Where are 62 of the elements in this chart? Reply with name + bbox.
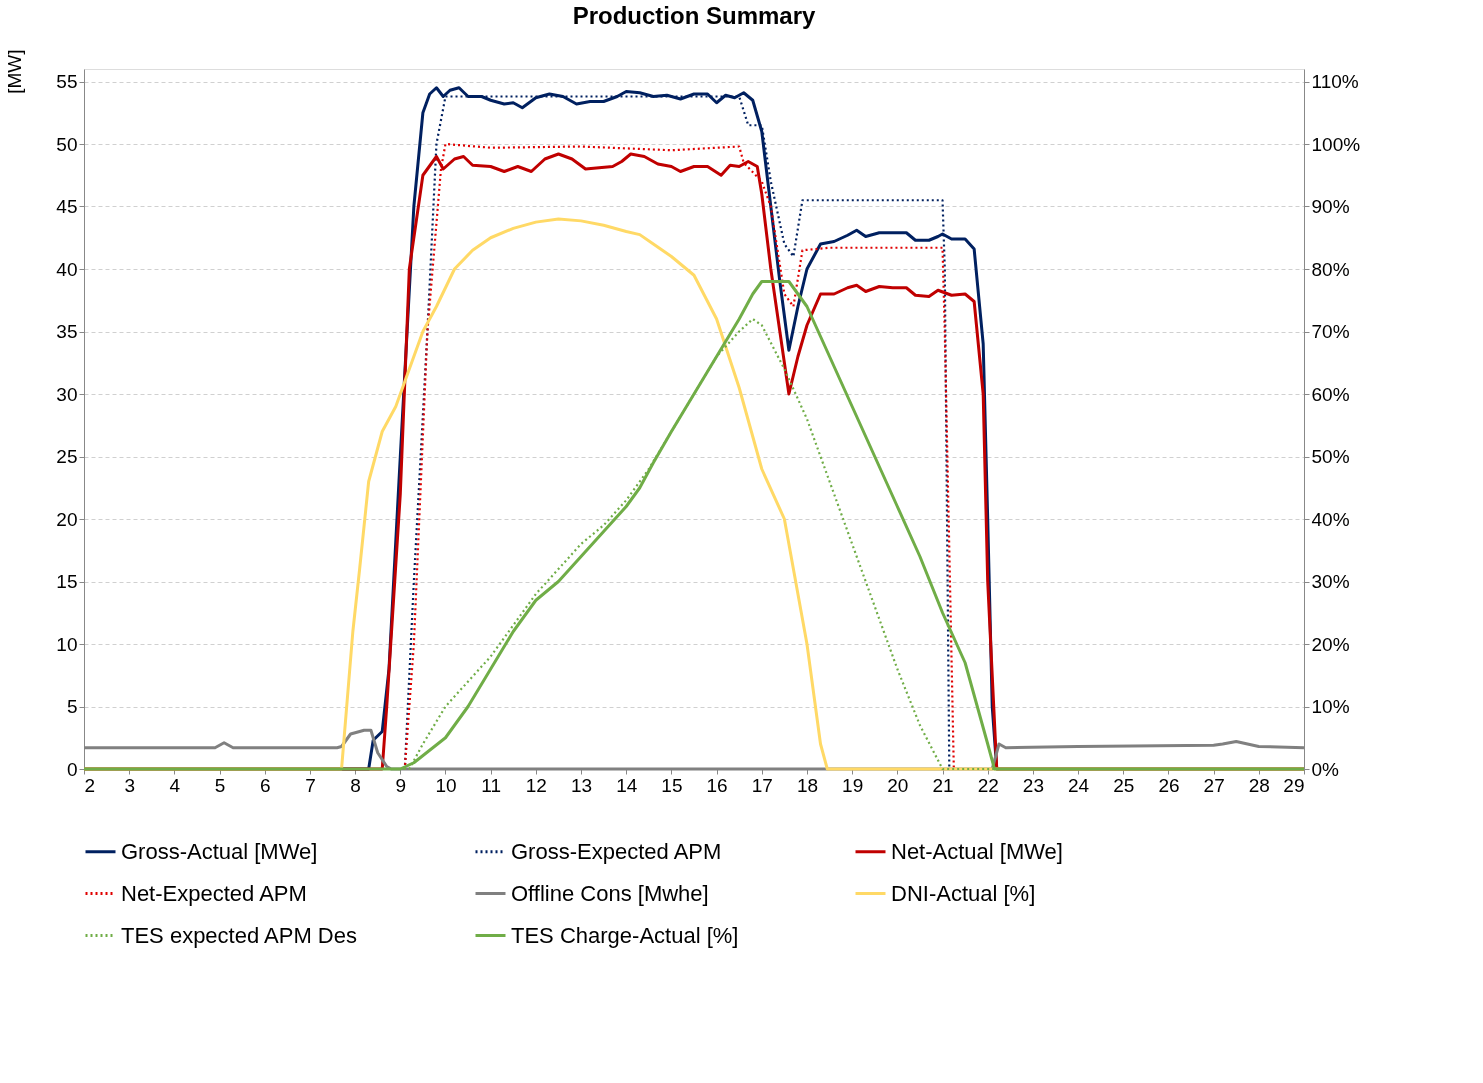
x-tick-label: 7 <box>305 774 316 796</box>
y-tick-label: 50 <box>56 133 78 155</box>
legend-label: Offline Cons [Mwhe] <box>511 880 709 906</box>
chart-title: Production Summary <box>572 2 816 29</box>
x-tick-label: 15 <box>661 774 683 796</box>
y2-tick-label: 20% <box>1311 633 1350 655</box>
x-tick-label: 20 <box>887 774 909 796</box>
x-tick-label: 23 <box>1022 774 1044 796</box>
y2-tick-label: 60% <box>1311 383 1350 405</box>
y-tick-label: 45 <box>56 196 78 217</box>
x-tick-label: 21 <box>932 774 954 796</box>
y2-tick-label: 50% <box>1311 446 1350 467</box>
legend-label: Gross-Expected APM <box>511 838 722 864</box>
legend-label: TES expected APM Des <box>121 922 357 948</box>
y2-tick-label: 70% <box>1311 321 1350 342</box>
legend-label: TES Charge-Actual [%] <box>511 922 739 948</box>
x-tick-label: 11 <box>481 774 502 796</box>
legend-label: Net-Actual [MWe] <box>891 838 1063 864</box>
y2-tick-label: 40% <box>1311 508 1350 530</box>
x-tick-label: 10 <box>435 774 457 796</box>
y-tick-label: 15 <box>56 571 78 592</box>
y2-tick-label: 30% <box>1311 571 1350 592</box>
x-tick-label: 12 <box>525 774 547 796</box>
legend-label: DNI-Actual [%] <box>891 880 1036 906</box>
y-tick-label: 10 <box>56 633 78 655</box>
x-tick-label: 16 <box>706 774 728 796</box>
x-tick-label: 3 <box>124 774 135 796</box>
x-tick-label: 6 <box>259 774 271 796</box>
x-tick-label: 24 <box>1068 774 1090 796</box>
y2-tick-label: 90% <box>1311 196 1350 217</box>
y-tick-label: 55 <box>56 71 78 92</box>
x-tick-label: 26 <box>1158 774 1180 796</box>
y-axis-title: [MW] <box>3 49 25 94</box>
x-tick-label: 2 <box>84 774 96 796</box>
x-tick-label: 29 <box>1283 774 1305 796</box>
legend-label: Gross-Actual [MWe] <box>121 838 318 864</box>
y-tick-label: 0 <box>66 758 78 780</box>
y-tick-label: 25 <box>56 446 78 467</box>
x-tick-label: 4 <box>169 774 181 796</box>
y-tick-label: 20 <box>56 508 78 530</box>
x-tick-label: 28 <box>1248 774 1270 796</box>
x-tick-label: 5 <box>214 774 226 796</box>
y2-tick-label: 110% <box>1311 71 1359 92</box>
y2-tick-label: 10% <box>1311 696 1350 717</box>
y-tick-label: 35 <box>56 321 78 342</box>
x-tick-label: 19 <box>842 774 864 796</box>
legend-label: Net-Expected APM <box>121 880 307 906</box>
x-tick-label: 9 <box>395 774 407 796</box>
x-tick-label: 18 <box>796 774 819 796</box>
x-tick-label: 27 <box>1203 774 1225 796</box>
x-tick-label: 17 <box>751 774 773 796</box>
x-tick-label: 22 <box>977 774 999 796</box>
y-tick-label: 5 <box>66 696 78 717</box>
x-tick-label: 8 <box>350 774 361 796</box>
y2-tick-label: 80% <box>1311 258 1350 280</box>
y2-tick-label: 100% <box>1311 133 1361 155</box>
x-tick-label: 13 <box>570 774 593 796</box>
x-tick-label: 14 <box>616 774 638 796</box>
x-tick-label: 25 <box>1113 774 1135 796</box>
y-tick-label: 30 <box>56 383 78 405</box>
y-tick-label: 40 <box>56 258 78 280</box>
y2-tick-label: 0% <box>1311 758 1340 780</box>
